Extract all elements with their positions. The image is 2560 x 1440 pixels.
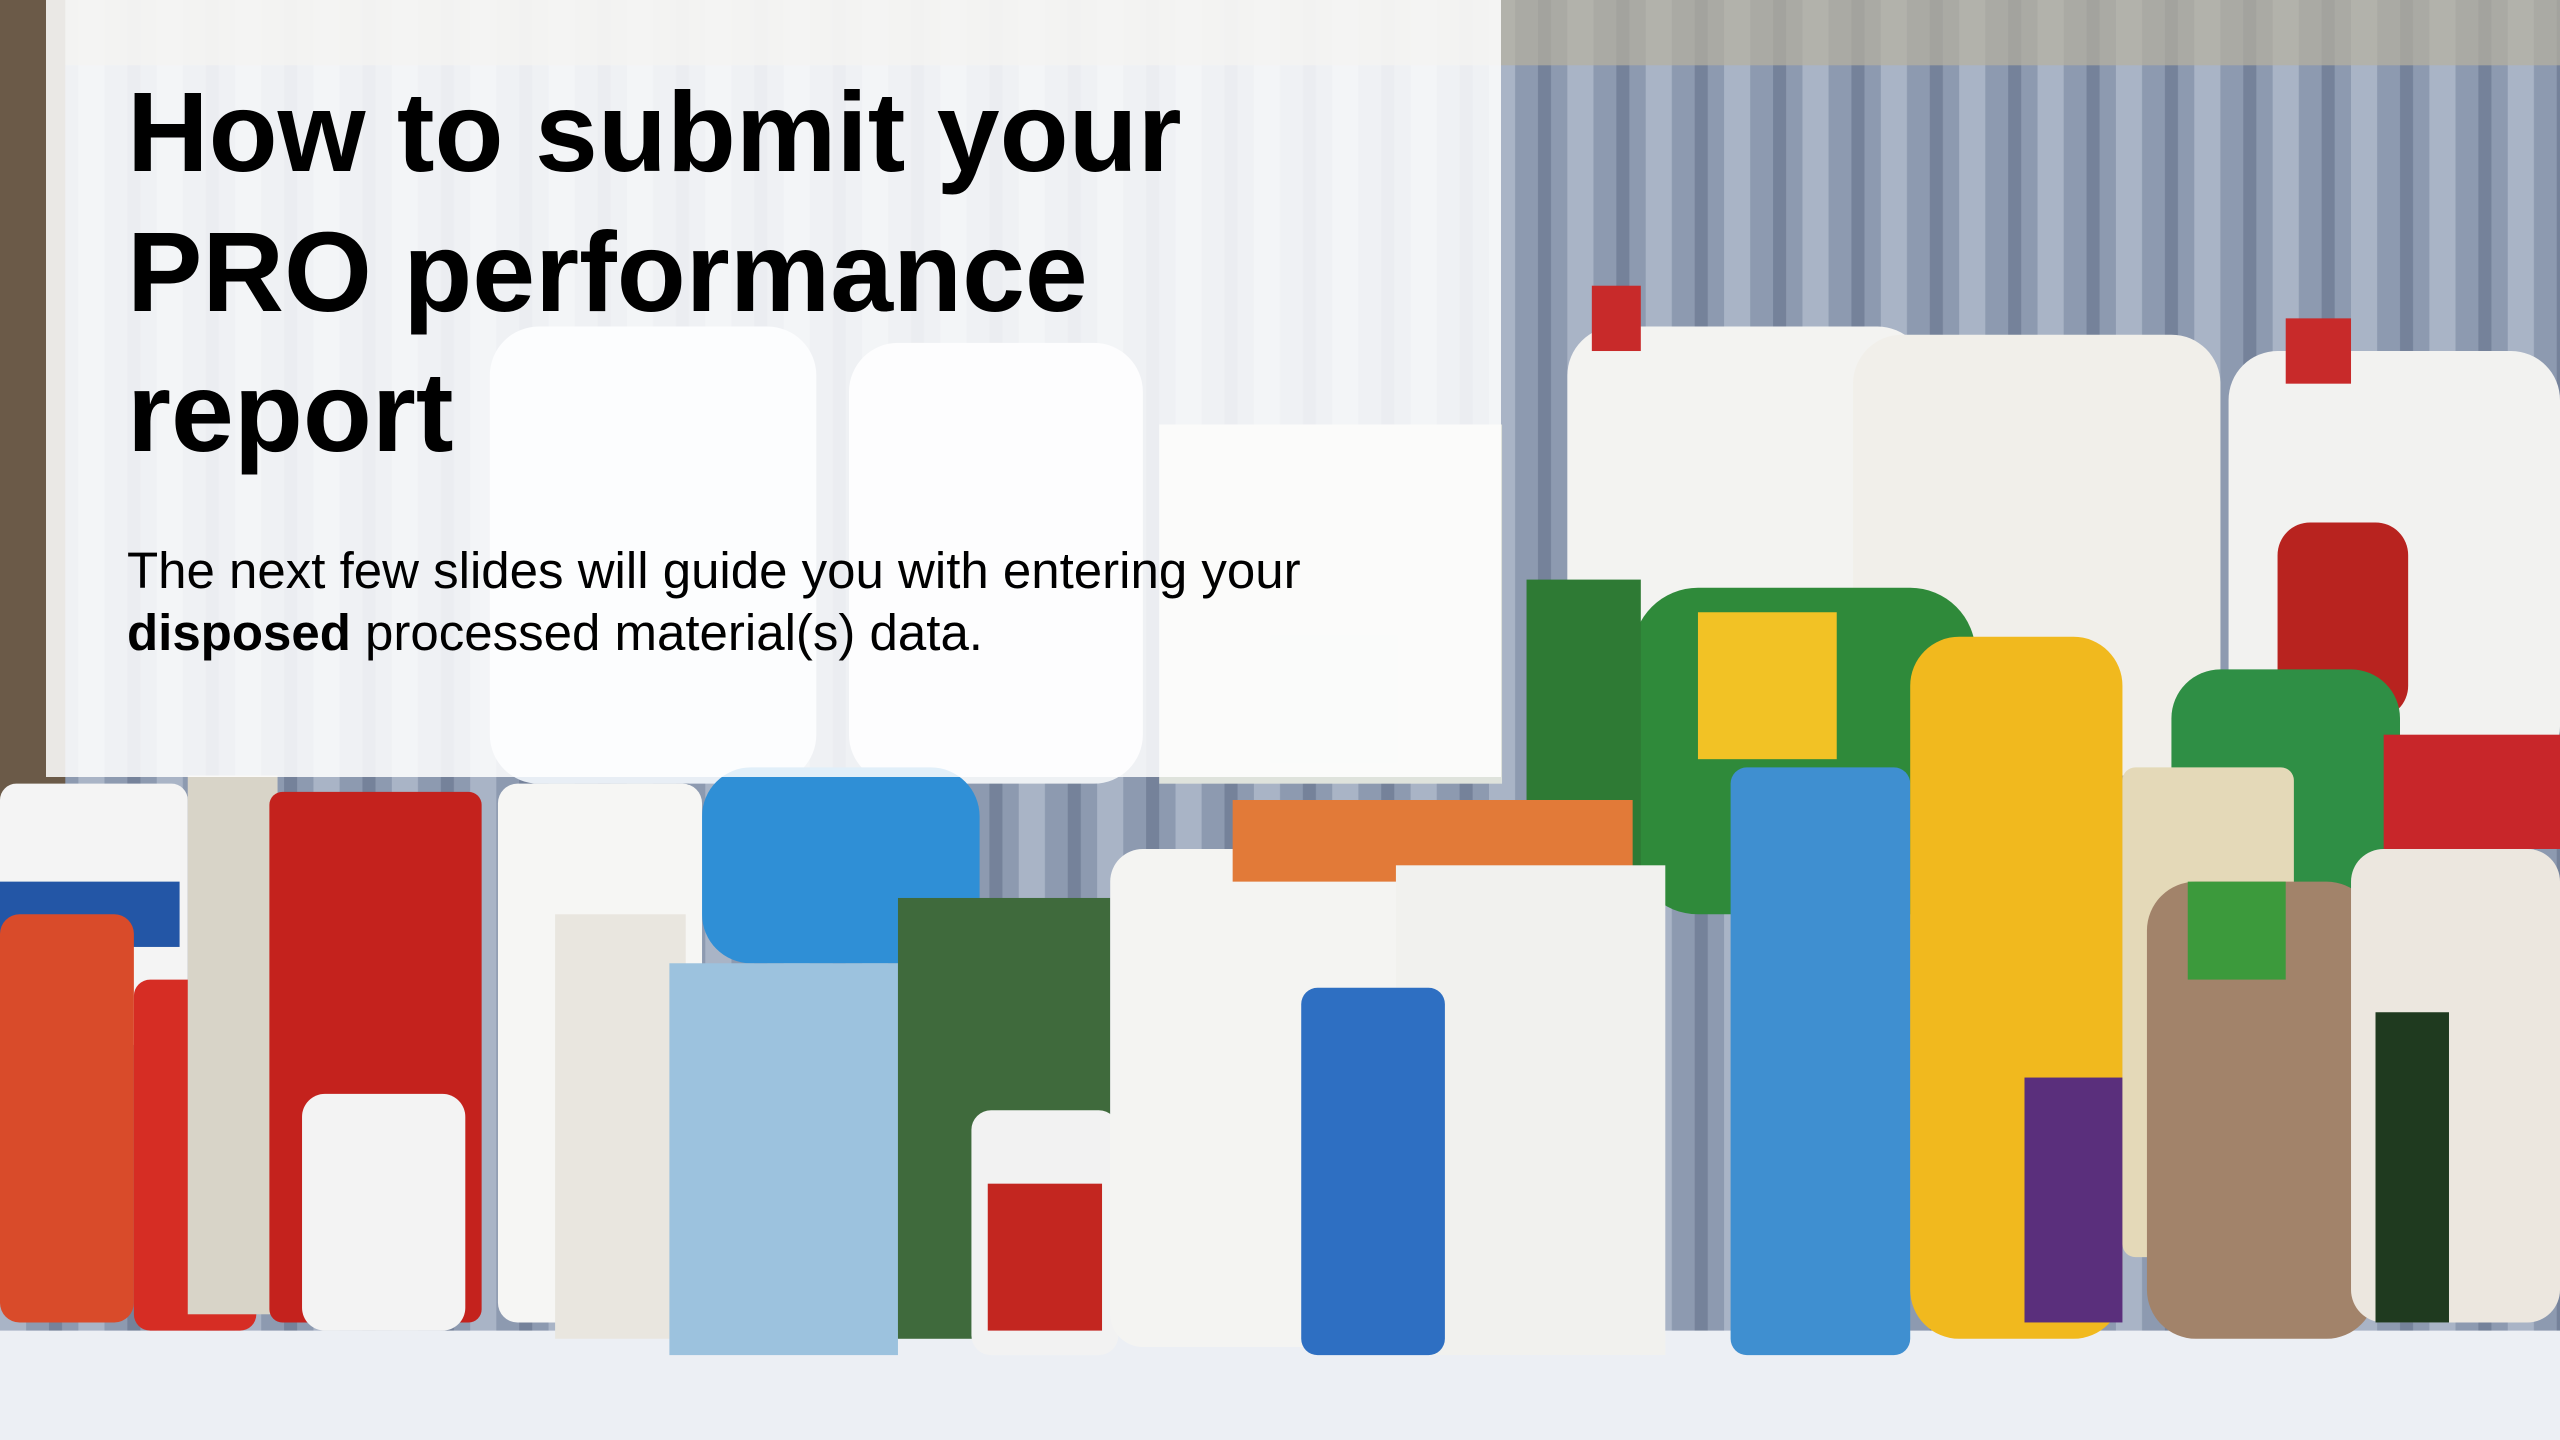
shelf [0,1331,2560,1440]
label [2024,1078,2122,1323]
can [2376,1012,2449,1322]
slide-title: How to submit your PRO performance repor… [127,62,1427,482]
sprayer [2384,735,2560,849]
box [188,776,278,1315]
sprayer [1698,612,1837,759]
subtitle-emphasis: disposed [127,604,351,661]
subtitle-text: The next few slides will guide you with … [127,542,1301,599]
blue-can [1731,767,1911,1355]
box [555,914,686,1338]
cap [2188,882,2286,980]
slide-subtitle: The next few slides will guide you with … [127,540,1327,664]
blue-can [1301,988,1445,1355]
label [988,1184,1102,1331]
bottle [0,914,134,1322]
subtitle-text: processed material(s) data. [351,604,983,661]
cap [2286,318,2351,383]
slide: {"slide": {"title": "How to submit your … [0,0,2560,1440]
bottle [302,1094,465,1331]
cap [1592,286,1641,351]
box [669,963,898,1355]
